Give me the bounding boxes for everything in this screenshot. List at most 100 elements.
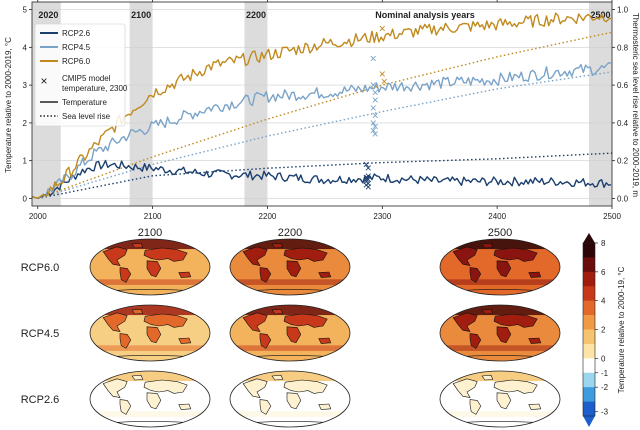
grid-lines [32, 9, 612, 199]
map-rcp45-2200 [229, 304, 351, 362]
y-tick-label: 4 [23, 43, 28, 52]
map-rcp45-2500 [439, 304, 561, 362]
cmip5-marker: × [372, 93, 379, 107]
colorbar-segment [583, 257, 595, 273]
colorbar-segment [583, 343, 595, 359]
timeseries-chart: 2020 2100 2200 2500 Nominal analysis years … [4, 0, 640, 221]
x-axis-ticks: 2000 2100 2200 2300 2400 2500 [29, 0, 621, 221]
cmip5-marker: × [365, 173, 372, 187]
sea-level-lines [37, 31, 613, 200]
x-tick-label: 2000 [29, 212, 47, 221]
colorbar-tick-label: 2 [601, 326, 606, 335]
colorbar-tick-label: -2 [601, 383, 609, 392]
cmip5-marker: × [372, 127, 379, 141]
cmip5-marker: × [381, 74, 388, 88]
sea-level-line-rcp26 [37, 152, 613, 200]
cmip5-marker: × [363, 171, 370, 185]
map-column-labels: 2100 2200 2500 [138, 227, 512, 239]
colorbar-bottom-arrow [583, 416, 595, 427]
legend-label-rcp60: RCP6.0 [62, 57, 91, 66]
y2-axis-ticks: 0.0 0.2 0.4 0.6 0.8 1.0 [612, 6, 629, 203]
y-tick-label: 0 [23, 194, 28, 203]
cmip5-marker: × [370, 101, 377, 115]
map-rcp26-2200 [229, 370, 351, 428]
cmip5-marker: × [370, 78, 377, 92]
colorbar-tick-label: -3 [601, 408, 609, 417]
y2-axis-label: Thermosteric sea level rise relative to … [631, 13, 640, 197]
colorbar-segment [583, 387, 595, 402]
map-rcp26-2100 [89, 370, 211, 428]
cmip5-marker: × [365, 169, 372, 183]
map-rcp26-2500 [439, 370, 561, 428]
map-column-label: 2200 [278, 227, 302, 239]
y2-tick-label: 0.8 [617, 43, 629, 52]
y-tick-label: 2 [23, 119, 28, 128]
cmip5-marker: × [372, 108, 379, 122]
colorbar-segment [583, 358, 595, 374]
temperature-line-rcp45 [31, 62, 612, 199]
colorbar-tick-label: -1 [601, 369, 609, 378]
map-rcp60-2200 [229, 238, 351, 296]
x-tick-label: 2100 [144, 212, 162, 221]
cmip5-marker: × [365, 176, 372, 190]
cmip5-marker: × [370, 52, 377, 66]
map-row-label: RCP6.0 [21, 262, 60, 274]
colorbar-segment [583, 300, 595, 316]
temperature-lines [31, 12, 612, 199]
highlight-band-label: 2100 [131, 10, 151, 20]
legend-label-temperature: Temperature [62, 98, 107, 107]
map-rcp45-2100 [89, 304, 211, 362]
x-tick-label: 2400 [488, 212, 506, 221]
x-tick-label: 2300 [373, 212, 391, 221]
highlight-band-2100 [129, 2, 153, 206]
legend: RCP2.6 RCP4.5 RCP6.0 × CMIP5 model tempe… [34, 23, 128, 127]
plot-frame [31, 1, 613, 207]
colorbar-segment [583, 271, 595, 287]
y2-tick-label: 0.0 [617, 194, 629, 203]
highlight-band-2500 [589, 2, 612, 206]
cmip5-marker: × [363, 157, 370, 171]
cmip5-marker: × [363, 174, 370, 188]
colorbar-segment [583, 329, 595, 345]
highlight-band-label: 2500 [590, 10, 610, 20]
legend-label-sea-level: Sea level rise [62, 112, 111, 121]
map-row-label: RCP4.5 [21, 328, 60, 340]
map-column-label: 2500 [488, 227, 512, 239]
cmip5-marker: × [372, 86, 379, 100]
legend-label-rcp45: RCP4.5 [62, 43, 91, 52]
y-tick-label: 3 [23, 81, 28, 90]
colorbar-segment [583, 372, 595, 388]
colorbar-segment [583, 401, 595, 417]
maps-grid [89, 238, 561, 428]
colorbar-tick-label: 6 [601, 268, 606, 277]
map-row-labels: RCP6.0 RCP4.5 RCP2.6 [21, 262, 60, 406]
cmip5-marker: × [379, 67, 386, 81]
temperature-line-rcp26 [31, 159, 612, 199]
legend-x-marker: × [40, 74, 47, 88]
y-axis-label: Temperature relative to 2000-2019, °C [4, 37, 13, 173]
cmip5-marker: × [370, 116, 377, 130]
cmip5-marker: × [372, 120, 379, 134]
cmip5-marker: × [365, 180, 372, 194]
y-tick-label: 5 [23, 6, 28, 15]
colorbar-tick-label: 4 [601, 297, 606, 306]
temperature-line-rcp60 [31, 12, 612, 199]
map-column-label: 2100 [138, 227, 162, 239]
colorbar-tick-label: 8 [601, 239, 606, 248]
cmip5-marker: × [363, 173, 370, 187]
cmip5-marker: × [379, 21, 386, 35]
colorbar: 8 6 4 2 0 -1 -2 -3 Temperature relative to 2000… [582, 233, 626, 427]
y-axis-ticks: 0 1 2 3 4 5 [23, 6, 32, 203]
y2-tick-label: 1.0 [617, 6, 629, 15]
legend-label-rcp26: RCP2.6 [62, 29, 91, 38]
sea-level-line-rcp45 [37, 71, 613, 200]
cmip5-marker: × [365, 161, 372, 175]
y2-tick-label: 0.6 [617, 81, 629, 90]
colorbar-segment [583, 286, 595, 301]
y2-tick-label: 0.4 [617, 119, 629, 128]
sea-level-line-rcp60 [37, 31, 613, 200]
colorbar-segment [583, 243, 595, 258]
legend-label-cmip5: CMIP5 model temperature, 2300 [62, 74, 128, 93]
colorbar-segment [583, 315, 595, 330]
